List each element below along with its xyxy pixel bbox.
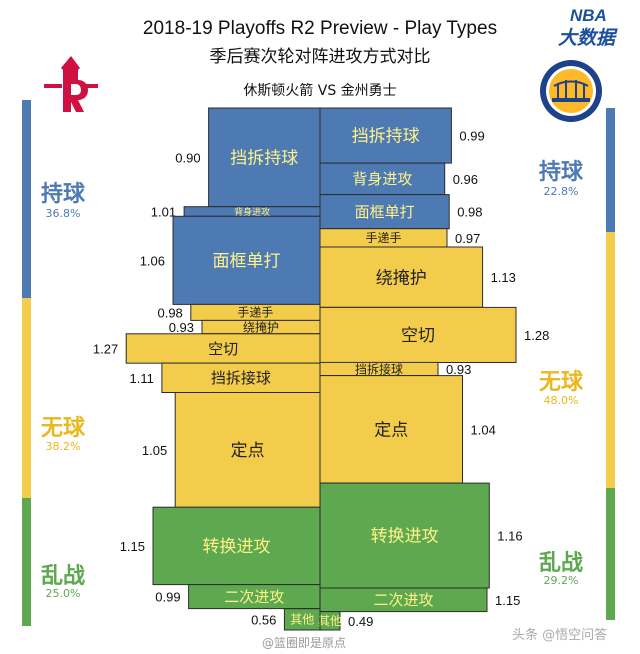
warriors-ballhandler-group-bar: [606, 108, 615, 232]
warriors-bar-label-5: 空切: [401, 326, 435, 346]
rockets-group-label-offball: 无球: [40, 416, 85, 441]
rockets-logo-icon: [44, 56, 98, 112]
warriors-group-pct-chaos: 29.2%: [543, 574, 579, 587]
warriors-value-label-8: 1.16: [497, 529, 522, 544]
rockets-bar-label-9: 二次进攻: [224, 588, 284, 606]
warriors-bar-label-4: 绕掩护: [376, 268, 427, 288]
rockets-value-label-10: 0.56: [251, 612, 276, 627]
warriors-value-label-9: 1.15: [495, 593, 520, 608]
rockets-group-label-ballhandler: 持球: [40, 182, 85, 207]
nba-logo-text: NBA: [570, 6, 607, 25]
rockets-bar-2: [172, 215, 321, 305]
warriors-bar-label-1: 背身进攻: [352, 170, 412, 188]
nba-bigdata-logo: NBA 大数据: [556, 6, 636, 49]
rockets-value-label-7: 1.05: [142, 443, 167, 458]
warriors-bar-0: [319, 107, 452, 164]
rockets-ballhandler-group-bar: [22, 100, 31, 298]
warriors-bar-1: [319, 162, 446, 196]
rockets-bar-9: [188, 584, 321, 610]
chart-subtitle: 季后赛次轮对阵进攻方式对比: [209, 47, 431, 67]
warriors-bar-5: [319, 306, 517, 363]
rockets-bar-label-3: 手递手: [237, 306, 273, 320]
warriors-value-label-3: 0.97: [455, 231, 480, 246]
warriors-bar-4: [319, 246, 484, 308]
rockets-group-pct-offball: 38.2%: [45, 440, 81, 453]
warriors-bar-2: [319, 194, 450, 230]
matchup-label: 休斯顿火箭 VS 金州勇士: [243, 83, 397, 99]
warriors-value-label-4: 1.13: [491, 270, 516, 285]
warriors-bar-label-3: 手递手: [365, 231, 401, 245]
warriors-value-label-7: 1.04: [471, 422, 496, 437]
rockets-value-label-9: 0.99: [155, 590, 180, 605]
rockets-bar-5: [125, 333, 321, 364]
rockets-bar-label-2: 面框单打: [213, 252, 281, 272]
rockets-value-label-1: 1.01: [151, 205, 176, 220]
rockets-group-pct-ballhandler: 36.8%: [45, 207, 81, 220]
rockets-bar-0: [208, 107, 321, 208]
watermark-left: @篮圈即是原点: [262, 636, 347, 650]
rockets-bar-label-7: 定点: [231, 441, 265, 461]
warriors-value-label-6: 0.93: [446, 362, 471, 377]
warriors-bar-label-8: 转换进攻: [371, 527, 439, 547]
warriors-bar-label-7: 定点: [374, 421, 408, 441]
rockets-value-label-4: 0.93: [169, 320, 194, 335]
rockets-bar-label-5: 空切: [208, 340, 238, 358]
warriors-bar-label-2: 面框单打: [355, 203, 415, 221]
rockets-group-label-chaos: 乱战: [40, 564, 85, 589]
rockets-bar-label-10: 其他: [290, 613, 314, 627]
rockets-value-label-8: 1.15: [120, 539, 145, 554]
warriors-group-label-ballhandler: 持球: [538, 160, 583, 185]
warriors-value-label-10: 0.49: [348, 614, 373, 629]
warriors-chaos-group-bar: [606, 488, 615, 620]
warriors-value-label-0: 0.99: [459, 129, 484, 144]
rockets-bar-label-8: 转换进攻: [203, 537, 271, 557]
warriors-offball-group-bar: [606, 232, 615, 488]
rockets-value-label-0: 0.90: [175, 150, 200, 165]
rockets-group-pct-chaos: 25.0%: [45, 587, 81, 600]
chart-title: 2018-19 Playoffs R2 Preview - Play Types: [142, 18, 498, 39]
rockets-value-label-3: 0.98: [157, 305, 182, 320]
rockets-value-label-6: 1.11: [130, 371, 154, 386]
warriors-bar-label-0: 挡拆持球: [352, 127, 420, 147]
watermark-right: 头条 @悟空问答: [512, 628, 608, 643]
warriors-bar-label-6: 挡拆接球: [355, 361, 403, 376]
warriors-logo-icon: [540, 60, 602, 122]
warriors-value-label-2: 0.98: [457, 205, 482, 220]
rockets-bar-8: [152, 506, 321, 586]
rockets-offball-group-bar: [22, 298, 31, 498]
warriors-bar-label-9: 二次进攻: [373, 591, 433, 609]
warriors-group-label-chaos: 乱战: [538, 551, 583, 576]
warriors-value-label-1: 0.96: [453, 172, 478, 187]
warriors-bar-7: [319, 375, 463, 484]
warriors-bar-label-10: 其他: [318, 614, 342, 628]
warriors-group-pct-offball: 48.0%: [543, 394, 579, 407]
rockets-value-label-5: 1.27: [93, 342, 118, 357]
rockets-bar-label-6: 挡拆接球: [211, 369, 271, 387]
warriors-value-label-5: 1.28: [524, 328, 549, 343]
rockets-value-label-2: 1.06: [140, 253, 165, 268]
rockets-bar-label-4: 绕掩护: [243, 320, 279, 334]
warriors-group-label-offball: 无球: [538, 370, 583, 395]
rockets-bar-6: [161, 362, 321, 394]
rockets-bar-label-1: 背身进攻: [234, 206, 270, 218]
rockets-chaos-group-bar: [22, 498, 31, 626]
rockets-bar-label-0: 挡拆持球: [230, 149, 298, 169]
warriors-group-pct-ballhandler: 22.8%: [543, 185, 579, 198]
rockets-bar-7: [174, 392, 321, 508]
bigdata-logo-text: 大数据: [558, 27, 616, 49]
